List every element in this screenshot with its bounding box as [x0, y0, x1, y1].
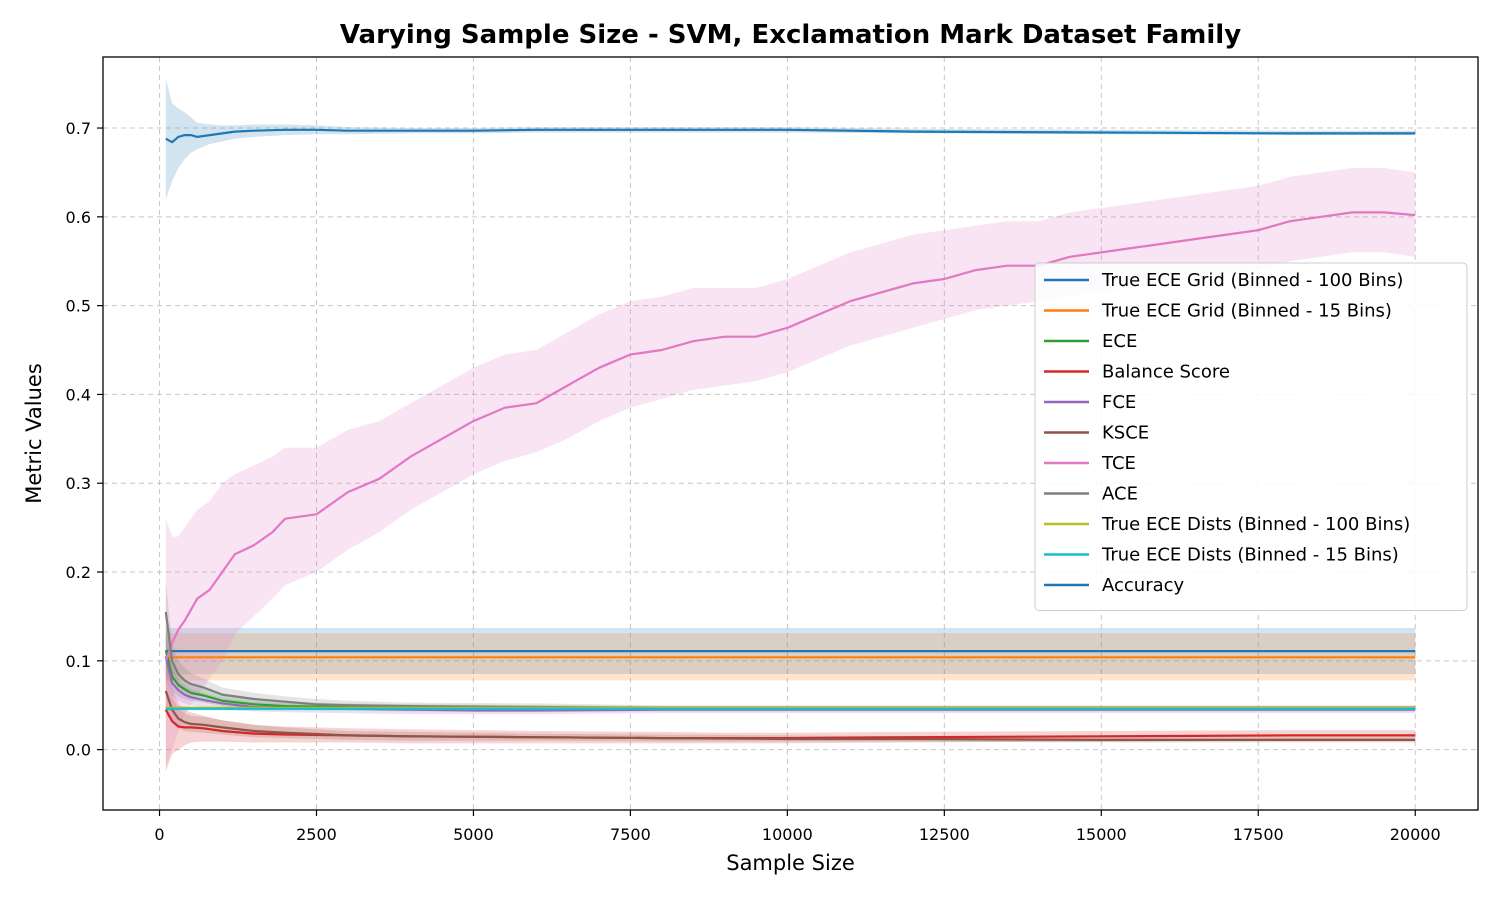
legend-label: ACE — [1102, 484, 1138, 505]
legend: True ECE Grid (Binned - 100 Bins) True EC… — [1034, 262, 1468, 611]
y-tick-label: 0.6 — [66, 208, 91, 227]
legend-box — [1034, 262, 1468, 611]
y-tick-label: 0.4 — [66, 385, 91, 404]
y-tick-label: 0.1 — [66, 652, 91, 671]
plot-frame — [102, 56, 1479, 811]
y-tick-label: 0.3 — [66, 474, 91, 493]
legend-label: True ECE Grid (Binned - 100 Bins) — [1101, 270, 1403, 291]
series-line-accuracy — [165, 128, 1416, 144]
series-line-tce — [164, 211, 1416, 662]
band-tce — [165, 168, 1416, 768]
y-tick-label: 0.5 — [66, 297, 91, 316]
x-tick-label: 10000 — [762, 825, 813, 844]
legend-label: Accuracy — [1102, 575, 1185, 596]
x-tick-label: 17500 — [1233, 825, 1284, 844]
y-axis-title: Metric Values — [22, 363, 46, 504]
x-axis-title: Sample Size — [726, 851, 855, 875]
legend-label: FCE — [1102, 392, 1136, 413]
y-tick-label: 0.7 — [66, 119, 91, 138]
y-tick-label: 0.0 — [66, 741, 91, 760]
legend-label: KSCE — [1102, 423, 1149, 444]
legend-label: True ECE Dists (Binned - 15 Bins) — [1101, 545, 1399, 566]
legend-label: True ECE Grid (Binned - 15 Bins) — [1101, 301, 1392, 322]
x-tick-label: 7500 — [610, 825, 651, 844]
y-axis-ticks: 0.0 0.1 0.2 0.3 0.4 0.5 0.6 0.7 — [66, 119, 103, 760]
legend-label: TCE — [1101, 453, 1136, 474]
x-tick-label: 15000 — [1076, 825, 1127, 844]
legend-label: True ECE Dists (Binned - 100 Bins) — [1101, 514, 1410, 535]
y-tick-label: 0.2 — [66, 563, 91, 582]
chart-title: Varying Sample Size - SVM, Exclamation M… — [340, 20, 1241, 50]
x-tick-label: 20000 — [1390, 825, 1441, 844]
x-tick-label: 12500 — [919, 825, 970, 844]
x-tick-label: 5000 — [453, 825, 494, 844]
legend-label: Balance Score — [1102, 362, 1230, 383]
series-line-ksce — [164, 690, 1416, 742]
legend-label: ECE — [1102, 331, 1137, 352]
gridlines — [103, 57, 1478, 810]
x-axis-ticks: 0 2500 5000 7500 10000 12500 15000 17500 20000 — [154, 810, 1441, 844]
band-ace — [165, 580, 1416, 711]
series-lines — [164, 128, 1416, 742]
x-tick-label: 2500 — [296, 825, 337, 844]
x-tick-label: 0 — [154, 825, 164, 844]
